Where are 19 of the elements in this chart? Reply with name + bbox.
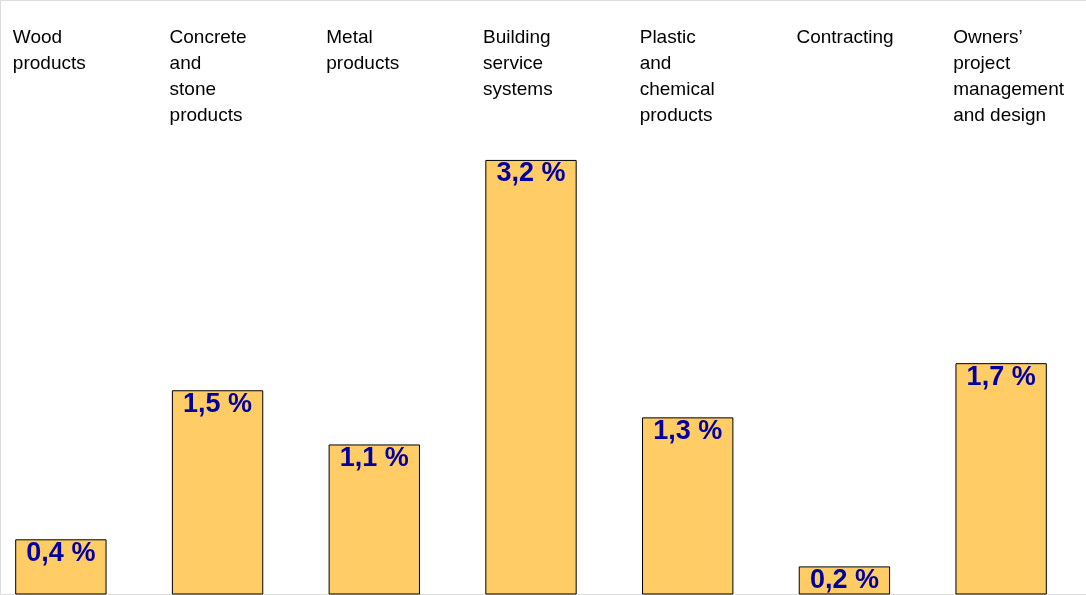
bar [485,159,577,595]
data-label: 1,3 % [653,414,723,445]
data-label: 0,2 % [809,563,879,594]
x-tick-label: Wood products [12,26,86,73]
data-label: 3,2 % [496,157,566,188]
x-tick-label: Contracting [796,26,894,47]
x-tick-label: Concrete and stone products [169,26,247,125]
bar [642,417,734,595]
data-label: 0,4 % [26,536,96,567]
x-tick-label: Owners’ project management and design [953,26,1065,125]
bar [955,363,1047,595]
x-tick-label: Building service systems [483,26,553,99]
x-tick-label: Plastic and chemical products [639,26,715,125]
data-label: 1,7 % [966,360,1036,391]
bar [328,444,420,595]
data-label: 1,5 % [183,387,253,418]
x-tick-label: Metal products [326,26,400,73]
bar [171,390,264,595]
data-label: 1,1 % [339,441,409,472]
